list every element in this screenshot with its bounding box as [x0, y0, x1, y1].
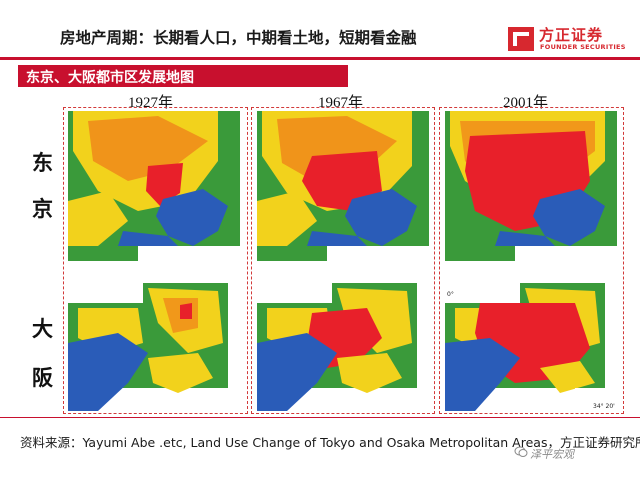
- city-label-tokyo-1: 东: [32, 151, 53, 175]
- map-osaka-1967: [257, 283, 429, 411]
- frame-2001: [439, 107, 624, 414]
- map-osaka-1927: [68, 283, 240, 411]
- city-label-osaka-1: 大: [32, 317, 53, 341]
- wechat-watermark-icon: [514, 446, 528, 457]
- founder-logo-icon: [508, 27, 534, 51]
- map-osaka-2001: 0° 34° 20': [445, 283, 617, 411]
- company-logo: 方正证券 FOUNDER SECURITIES: [507, 24, 627, 54]
- source-citation: 资料来源：Yayumi Abe .etc, Land Use Change of…: [20, 435, 640, 450]
- map-coordinate-tag-b: 34° 20': [593, 403, 615, 410]
- header-divider: [0, 57, 640, 60]
- city-label-tokyo-2: 京: [32, 197, 53, 221]
- map-coordinate-tag-a: 0°: [447, 291, 454, 298]
- logo-english-name: FOUNDER SECURITIES: [540, 43, 626, 51]
- city-label-osaka-2: 阪: [32, 366, 53, 390]
- map-tokyo-1967: [257, 111, 429, 273]
- map-tokyo-2001: [445, 111, 617, 273]
- section-title-bar: 东京、大阪都市区发展地图: [18, 65, 348, 87]
- logo-chinese-name: 方正证券: [539, 26, 604, 44]
- map-tokyo-1927: [68, 111, 240, 273]
- page-title: 房地产周期：长期看人口，中期看土地，短期看金融: [60, 29, 417, 47]
- frame-1967: [251, 107, 435, 414]
- footer-divider: [0, 417, 640, 418]
- frame-1927: [63, 107, 248, 414]
- watermark-text: 泽平宏观: [530, 448, 574, 461]
- section-title: 东京、大阪都市区发展地图: [26, 70, 194, 86]
